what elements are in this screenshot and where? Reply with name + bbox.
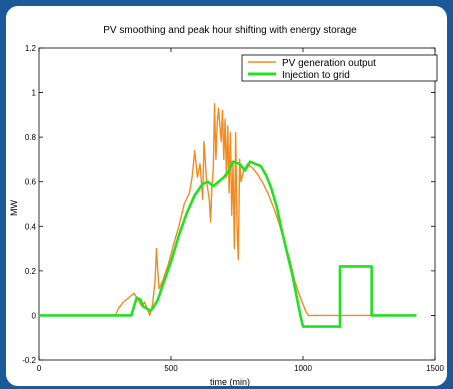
chart-frame: PV smoothing and peak hour shifting with… xyxy=(6,6,447,386)
x-axis-label: time (min) xyxy=(210,377,250,386)
chart: PV smoothing and peak hour shifting with… xyxy=(9,25,444,386)
y-tick-label: 0 xyxy=(32,311,37,320)
y-tick-label: 1.2 xyxy=(25,44,37,53)
y-axis: -0.2 0 0.2 0.4 0.6 0.8 1 1.2 xyxy=(22,44,435,365)
x-tick-label: 500 xyxy=(164,364,178,373)
x-axis: 0 500 1000 1500 xyxy=(37,48,444,373)
y-tick-label: 0.4 xyxy=(25,222,37,231)
series-line-injection-to-grid xyxy=(39,160,417,328)
legend-label-pv: PV generation output xyxy=(282,58,376,69)
legend-box xyxy=(241,54,438,82)
y-tick-label: 0.8 xyxy=(25,133,37,142)
x-tick-label: 1500 xyxy=(426,364,444,373)
y-tick-label: 1 xyxy=(32,89,37,98)
legend: PV generation output Injection to grid xyxy=(241,54,438,82)
chart-title: PV smoothing and peak hour shifting with… xyxy=(103,25,357,36)
y-tick-label: 0.2 xyxy=(25,267,37,276)
x-tick-label: 1000 xyxy=(294,364,312,373)
y-tick-label: -0.2 xyxy=(22,356,36,365)
y-axis-label: MW xyxy=(9,200,19,216)
y-tick-label: 0.6 xyxy=(25,178,37,187)
series-layer xyxy=(39,103,417,328)
legend-label-injection: Injection to grid xyxy=(282,70,350,81)
x-tick-label: 0 xyxy=(37,364,42,373)
